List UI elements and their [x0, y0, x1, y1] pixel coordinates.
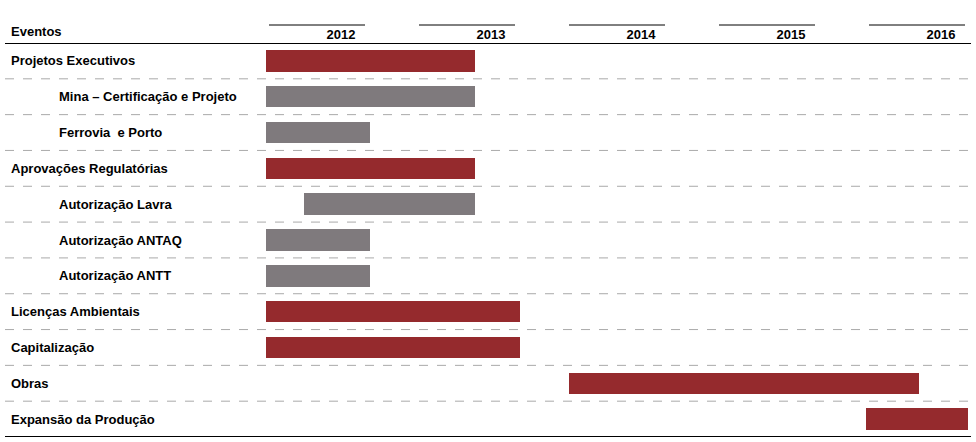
svg-text:Aprovações Regulatórias: Aprovações Regulatórias: [11, 161, 168, 176]
svg-text:Obras: Obras: [11, 376, 49, 391]
svg-text:Projetos Executivos: Projetos Executivos: [11, 53, 135, 68]
svg-text:Expansão da Produção: Expansão da Produção: [11, 412, 155, 427]
svg-text:2016: 2016: [927, 27, 956, 42]
svg-text:2015: 2015: [777, 27, 806, 42]
svg-text:Mina – Certificação e Projeto: Mina – Certificação e Projeto: [59, 89, 237, 104]
svg-text:Autorização Lavra: Autorização Lavra: [59, 197, 172, 212]
svg-text:Autorização ANTAQ: Autorização ANTAQ: [59, 233, 182, 248]
svg-text:Autorização ANTT: Autorização ANTT: [59, 268, 171, 283]
svg-text:2014: 2014: [627, 27, 657, 42]
svg-text:2013: 2013: [477, 27, 506, 42]
svg-text:Eventos: Eventos: [11, 24, 62, 39]
svg-text:Capitalização: Capitalização: [11, 340, 94, 355]
svg-text:Ferrovia e Porto: Ferrovia e Porto: [59, 125, 162, 140]
svg-text:2012: 2012: [327, 27, 356, 42]
svg-text:Licenças Ambientais: Licenças Ambientais: [11, 304, 140, 319]
